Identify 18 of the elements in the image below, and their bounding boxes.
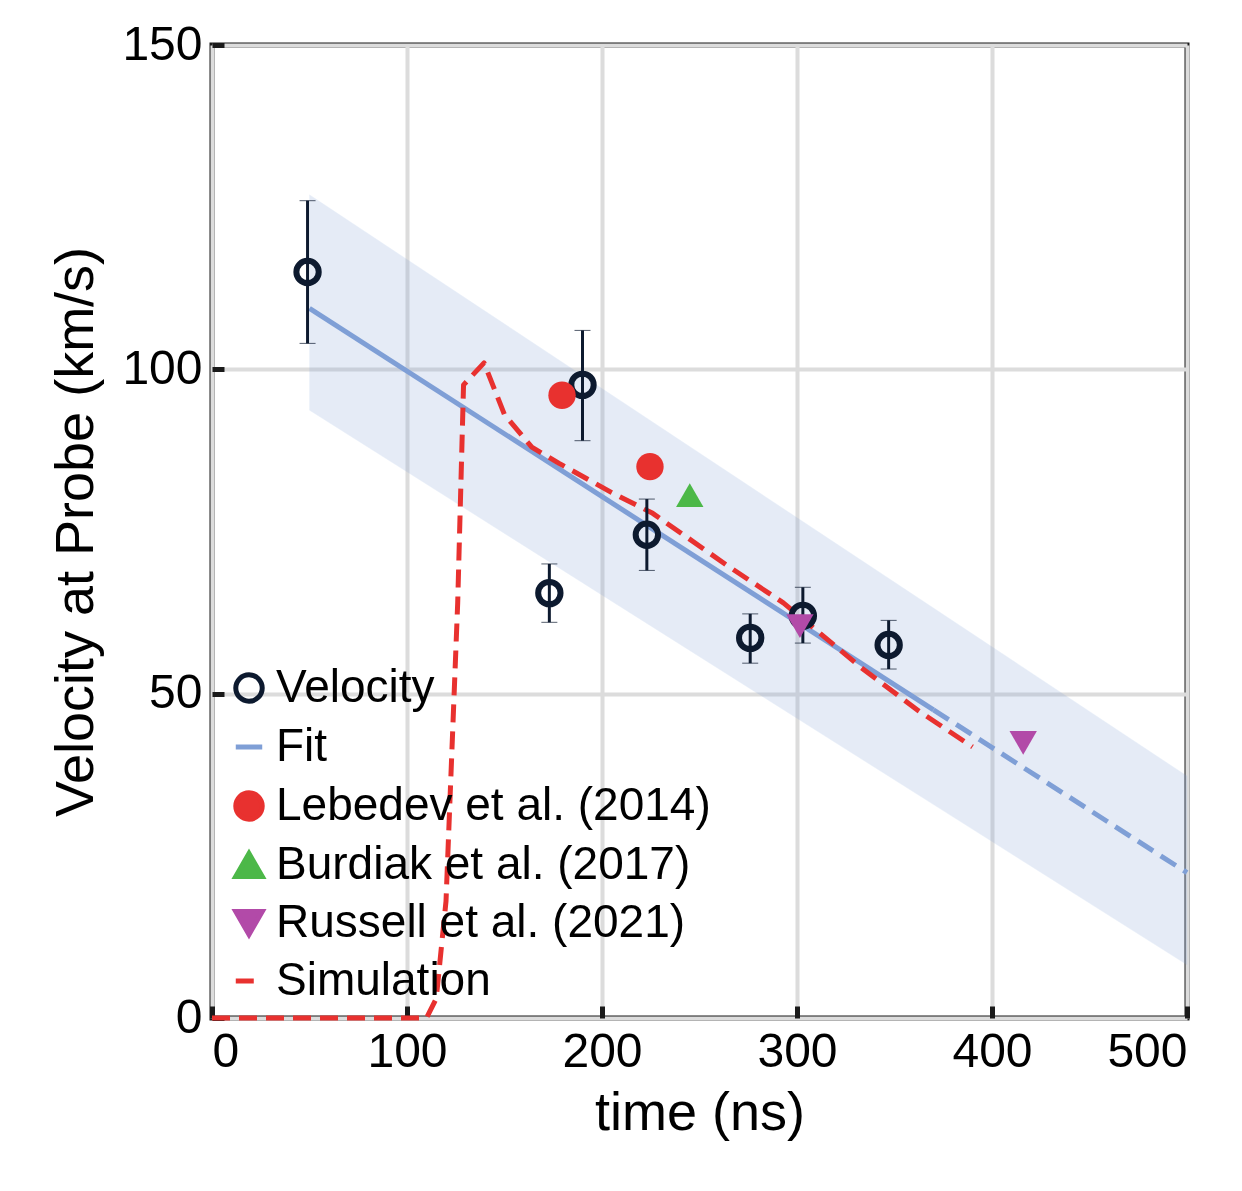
legend-label: Simulation (276, 953, 491, 1005)
x-axis-title: time (ns) (594, 1080, 806, 1141)
legend-label: Velocity (276, 660, 435, 712)
x-tick-label: 0 (212, 1023, 240, 1077)
legend-label: Burdiak et al. (2017) (276, 837, 691, 889)
y-tick-label: 0 (175, 989, 203, 1043)
y-tick-label: 150 (122, 16, 203, 70)
x-tick-label: 200 (562, 1023, 643, 1077)
legend-label: Lebedev et al. (2014) (276, 778, 711, 830)
x-tick-label: 300 (757, 1023, 838, 1077)
legend-label: Russell et al. (2021) (276, 895, 686, 947)
y-tick-label: 50 (149, 665, 203, 719)
x-tick-label: 500 (1107, 1023, 1188, 1077)
y-tick-label: 100 (122, 340, 203, 394)
x-tick-label: 400 (952, 1023, 1033, 1077)
x-tick-label: 100 (367, 1023, 448, 1077)
y-axis-title: Velocity at Probe (km/s) (44, 246, 105, 818)
legend-label: Fit (276, 719, 328, 771)
